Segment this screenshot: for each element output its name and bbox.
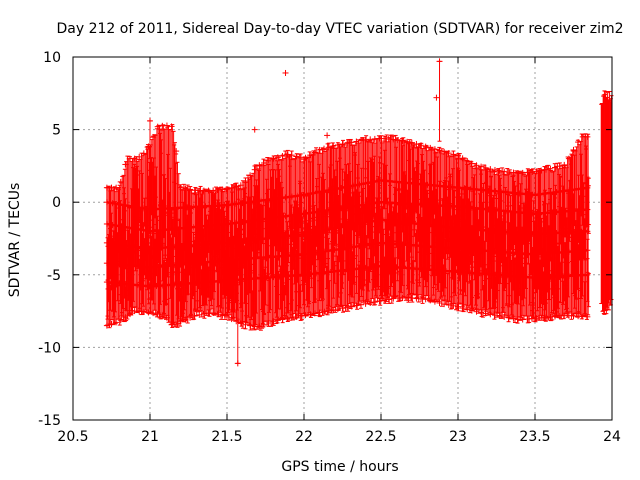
error-bar xyxy=(410,260,415,284)
error-bar xyxy=(107,185,112,329)
error-bar xyxy=(202,188,207,319)
error-bar xyxy=(298,153,303,321)
error-bar xyxy=(389,134,394,304)
error-bar xyxy=(158,128,163,320)
plot-area xyxy=(103,58,614,367)
error-bar xyxy=(412,167,417,223)
error-bar xyxy=(260,205,265,245)
error-bar xyxy=(163,178,168,256)
error-bar xyxy=(327,280,332,307)
error-bar xyxy=(453,154,458,311)
chart-title: Day 212 of 2011, Sidereal Day-to-day VTE… xyxy=(57,21,624,37)
error-bar xyxy=(448,155,453,310)
error-bar xyxy=(151,157,156,235)
error-bar xyxy=(287,156,292,321)
error-bar xyxy=(222,187,227,320)
error-bar xyxy=(384,134,389,302)
error-bar xyxy=(382,149,387,210)
error-bar xyxy=(125,155,130,320)
error-bar xyxy=(298,284,303,309)
error-bar xyxy=(170,124,175,328)
